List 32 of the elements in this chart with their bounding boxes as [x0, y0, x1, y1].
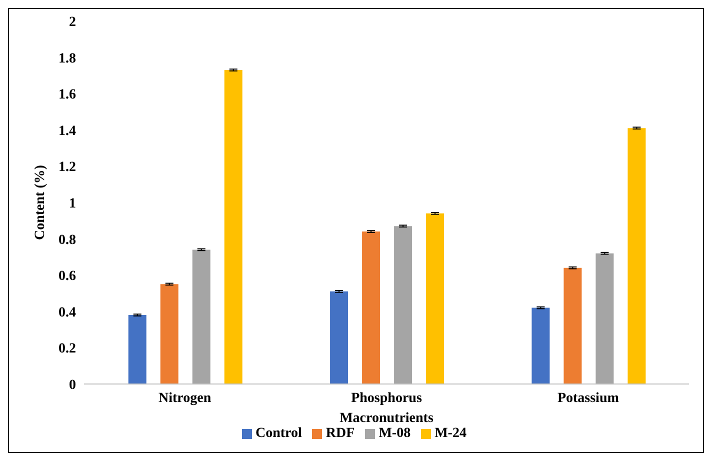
y-tick-label: 1.8	[58, 51, 76, 66]
y-tick-label: 1	[69, 196, 76, 212]
bar	[224, 70, 242, 384]
x-tick-label: Nitrogen	[158, 390, 212, 406]
y-tick-label: 2	[69, 14, 76, 30]
y-tick-label: 0.8	[58, 232, 76, 248]
bar	[128, 315, 146, 384]
legend-label: Control	[256, 426, 302, 441]
bar	[564, 268, 582, 384]
bar	[596, 253, 614, 384]
bar	[426, 213, 444, 384]
legend-label: RDF	[326, 426, 355, 441]
y-tick-label: 1.4	[58, 124, 76, 139]
x-axis-title: Macronutrients	[340, 411, 434, 426]
y-tick-label: 0.2	[58, 342, 76, 357]
bar	[362, 232, 380, 384]
bar	[192, 250, 210, 384]
y-tick-label: 1.2	[58, 160, 76, 176]
legend-label: M-08	[378, 426, 411, 441]
bar	[628, 128, 646, 384]
y-tick-label: 0.6	[58, 269, 76, 284]
y-tick-label: 0	[69, 378, 76, 393]
legend-label: M-24	[434, 426, 466, 441]
y-tick-label: 0.4	[58, 305, 76, 320]
y-tick-label: 1.6	[58, 88, 76, 103]
x-tick-label: Potassium	[557, 390, 620, 406]
bar	[330, 291, 348, 384]
bar	[532, 308, 550, 384]
y-axis-title: Content (%)	[32, 164, 48, 240]
x-tick-label: Phosphorus	[351, 390, 422, 406]
bar	[160, 284, 178, 384]
bar	[394, 226, 412, 384]
